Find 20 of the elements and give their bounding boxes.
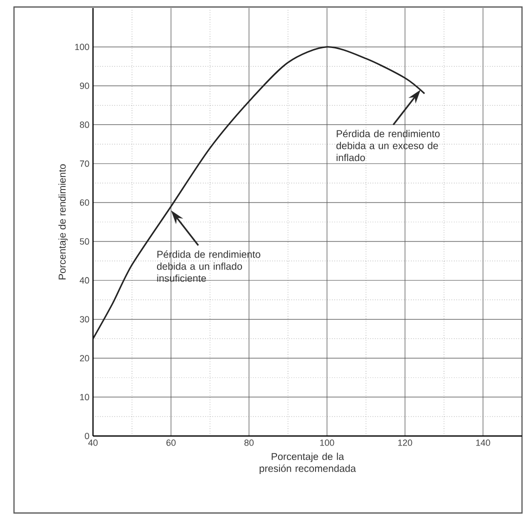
x-tick-label: 40 bbox=[88, 440, 98, 446]
y-tick-label: 100 bbox=[75, 44, 90, 50]
x-tick-label: 120 bbox=[398, 440, 412, 446]
y-tick-label: 50 bbox=[80, 238, 90, 245]
x-tick-label: 60 bbox=[166, 440, 176, 446]
y-tick-label: 30 bbox=[80, 316, 90, 322]
y-tick-label: 20 bbox=[80, 355, 90, 362]
y-tick-label: 60 bbox=[80, 199, 90, 206]
y-tick-label: 10 bbox=[80, 394, 90, 400]
x-axis-title: Porcentaje de la presión recomendada bbox=[260, 452, 356, 474]
y-axis-title: Porcentaje de rendimiento bbox=[58, 164, 68, 280]
y-tick-label: 70 bbox=[80, 160, 90, 167]
y-tick-label: 80 bbox=[80, 122, 90, 128]
y-tick-label: 90 bbox=[80, 82, 90, 89]
y-tick-label: 40 bbox=[80, 277, 90, 284]
annotation: Pérdida de rendimiento debida a un exceso de inflado bbox=[336, 130, 440, 162]
y-tick-label: 0 bbox=[84, 432, 90, 440]
x-tick-label: 80 bbox=[244, 440, 254, 446]
x-tick-label: 100 bbox=[320, 440, 334, 446]
x-tick-label: 140 bbox=[476, 440, 490, 446]
